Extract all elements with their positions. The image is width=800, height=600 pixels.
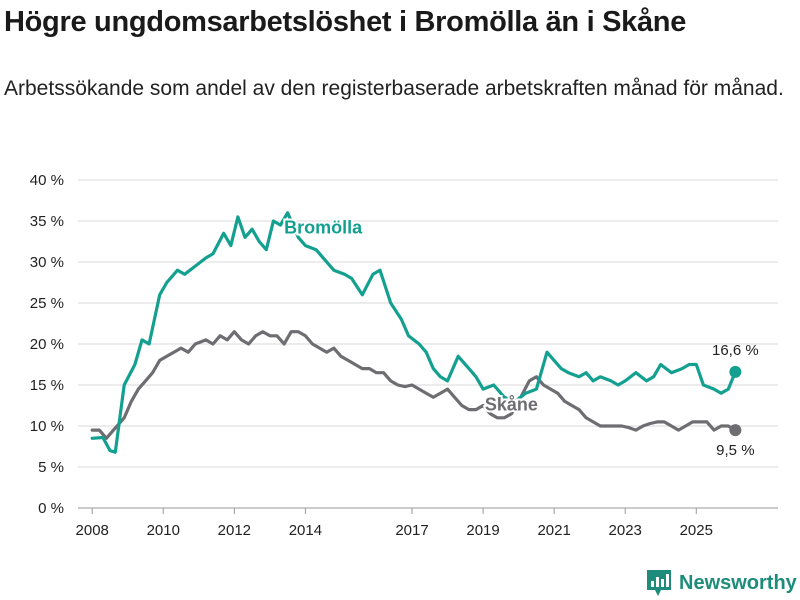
x-tick-label: 2023 — [609, 522, 642, 539]
y-axis-ticks: 0 % 5 % 10 % 15 % 20 % 25 % 30 % 35 % 40 % — [30, 172, 64, 517]
x-tick-label: 2010 — [147, 522, 180, 539]
series-labels: Bromölla Skåne 16,6 % 9,5 % — [282, 215, 759, 459]
x-tick-label: 2014 — [289, 522, 322, 539]
series-label-skane: Skåne — [485, 394, 538, 414]
gridlines — [78, 179, 778, 509]
x-tick-label: 2012 — [218, 522, 251, 539]
end-label-skane: 9,5 % — [716, 442, 754, 459]
y-tick-label: 0 % — [38, 500, 64, 517]
x-tick-label: 2008 — [76, 522, 109, 539]
y-tick-label: 40 % — [30, 172, 64, 189]
chart-subtitle: Arbetssökande som andel av den registerb… — [4, 77, 784, 100]
end-label-bromolla: 16,6 % — [712, 342, 759, 359]
y-tick-label: 5 % — [38, 459, 64, 476]
y-tick-label: 15 % — [30, 377, 64, 394]
end-point-skane — [729, 424, 742, 437]
chart-title: Högre ungdomsarbetslöshet i Bromölla än … — [4, 6, 687, 38]
brand-logo: Newsworthy — [645, 568, 797, 598]
end-point-bromolla — [729, 365, 742, 378]
newsworthy-logo-icon — [647, 570, 671, 596]
y-tick-label: 30 % — [30, 254, 64, 271]
y-tick-label: 10 % — [30, 418, 64, 435]
brand-name: Newsworthy — [679, 571, 797, 594]
x-tick-label: 2025 — [680, 522, 713, 539]
series-label-bromolla: Bromölla — [284, 217, 363, 237]
x-tick-label: 2017 — [395, 522, 428, 539]
series-lines — [90, 211, 742, 454]
series-line-bromolla — [90, 211, 737, 454]
x-tick-label: 2021 — [537, 522, 570, 539]
x-axis-ticks: 2008 2010 2012 2014 2017 2019 2021 2023 2025 — [76, 508, 713, 539]
y-tick-label: 35 % — [30, 213, 64, 230]
series-line-skane — [90, 330, 737, 440]
y-tick-label: 20 % — [30, 336, 64, 353]
y-tick-label: 25 % — [30, 295, 64, 312]
x-tick-label: 2019 — [466, 522, 499, 539]
